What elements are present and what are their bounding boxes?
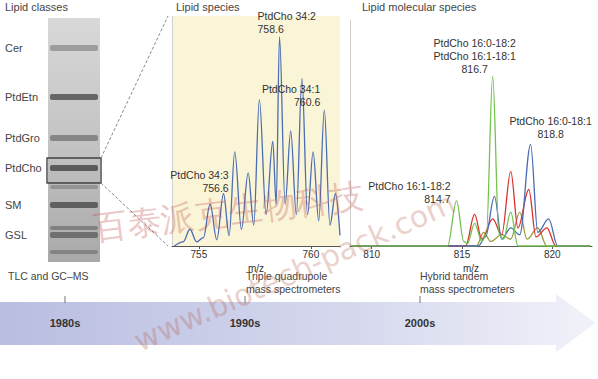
svg-text:PtdCho 16:0-18:1: PtdCho 16:0-18:1 <box>509 115 591 127</box>
svg-text:mass spectrometers: mass spectrometers <box>246 283 341 295</box>
svg-text:816.7: 816.7 <box>462 63 488 75</box>
svg-text:760.6: 760.6 <box>294 96 320 108</box>
svg-text:PtdCho: PtdCho <box>5 162 42 174</box>
svg-text:PtdEtn: PtdEtn <box>5 91 38 103</box>
svg-text:百泰派克生物科技: 百泰派克生物科技 <box>91 175 366 248</box>
svg-text:Triple quadrupole: Triple quadrupole <box>246 270 327 282</box>
svg-text:PtdCho 34:3: PtdCho 34:3 <box>170 169 229 181</box>
svg-text:PtdCho 34:2: PtdCho 34:2 <box>258 10 317 22</box>
svg-text:1990s: 1990s <box>230 317 261 329</box>
svg-text:Cer: Cer <box>5 42 23 54</box>
svg-text:PtdCho 16:0-18:2: PtdCho 16:0-18:2 <box>434 37 516 49</box>
svg-text:755: 755 <box>191 249 208 260</box>
svg-text:m/z: m/z <box>463 263 479 274</box>
svg-text:760: 760 <box>303 249 320 260</box>
svg-text:PtdCho 16:1-18:2: PtdCho 16:1-18:2 <box>368 180 450 192</box>
svg-text:810: 810 <box>363 249 380 260</box>
svg-text:820: 820 <box>544 249 561 260</box>
svg-text:815: 815 <box>454 249 471 260</box>
svg-text:Lipid species: Lipid species <box>176 1 240 13</box>
svg-text:m/z: m/z <box>248 263 264 274</box>
svg-text:Lipid classes: Lipid classes <box>5 1 68 13</box>
svg-text:PtdGro: PtdGro <box>5 132 40 144</box>
svg-text:PtdCho 16:1-18:1: PtdCho 16:1-18:1 <box>434 50 516 62</box>
svg-text:PtdCho 34:1: PtdCho 34:1 <box>262 83 321 95</box>
svg-text:GSL: GSL <box>5 229 27 241</box>
svg-text:814.7: 814.7 <box>424 193 450 205</box>
svg-text:www.biotech-pack.com: www.biotech-pack.com <box>129 185 461 358</box>
svg-text:758.6: 758.6 <box>258 23 284 35</box>
svg-text:1980s: 1980s <box>50 317 81 329</box>
svg-text:SM: SM <box>5 199 22 211</box>
svg-text:TLC and GC–MS: TLC and GC–MS <box>8 270 89 282</box>
svg-text:2000s: 2000s <box>405 317 436 329</box>
svg-text:Lipid molecular species: Lipid molecular species <box>362 1 477 13</box>
svg-text:Hybrid tandem: Hybrid tandem <box>420 270 489 282</box>
svg-text:818.8: 818.8 <box>537 128 563 140</box>
svg-text:mass spectrometers: mass spectrometers <box>420 283 515 295</box>
svg-text:756.6: 756.6 <box>202 182 228 194</box>
